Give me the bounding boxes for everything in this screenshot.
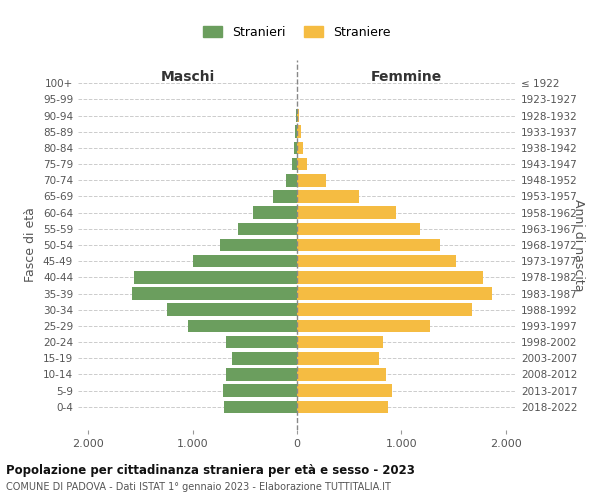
Bar	[297, 304, 472, 316]
Bar	[297, 368, 386, 381]
Y-axis label: Anni di nascita: Anni di nascita	[572, 198, 584, 291]
Bar	[286, 174, 297, 186]
Bar	[297, 142, 303, 154]
Bar	[167, 304, 297, 316]
Bar	[297, 158, 307, 170]
Bar	[193, 255, 297, 268]
Bar	[223, 384, 297, 397]
Bar	[292, 158, 297, 170]
Bar	[226, 336, 297, 348]
Text: Maschi: Maschi	[160, 70, 215, 85]
Bar	[232, 352, 297, 364]
Bar	[297, 400, 388, 413]
Bar	[132, 287, 297, 300]
Bar	[297, 238, 440, 252]
Bar	[253, 206, 297, 219]
Bar	[297, 287, 492, 300]
Bar	[297, 174, 326, 186]
Bar	[297, 352, 379, 364]
Bar	[297, 255, 455, 268]
Bar	[238, 222, 297, 235]
Bar	[226, 368, 297, 381]
Bar	[295, 126, 297, 138]
Bar	[187, 320, 297, 332]
Legend: Stranieri, Straniere: Stranieri, Straniere	[200, 22, 394, 42]
Text: Popolazione per cittadinanza straniera per età e sesso - 2023: Popolazione per cittadinanza straniera p…	[6, 464, 415, 477]
Bar	[273, 190, 297, 203]
Bar	[297, 190, 359, 203]
Bar	[297, 320, 430, 332]
Bar	[297, 206, 396, 219]
Bar	[297, 109, 299, 122]
Bar	[297, 384, 392, 397]
Y-axis label: Fasce di età: Fasce di età	[25, 208, 37, 282]
Bar	[297, 336, 383, 348]
Bar	[294, 142, 297, 154]
Text: COMUNE DI PADOVA - Dati ISTAT 1° gennaio 2023 - Elaborazione TUTTITALIA.IT: COMUNE DI PADOVA - Dati ISTAT 1° gennaio…	[6, 482, 391, 492]
Bar	[297, 126, 301, 138]
Text: Femmine: Femmine	[371, 70, 442, 85]
Bar	[220, 238, 297, 252]
Bar	[224, 400, 297, 413]
Bar	[297, 222, 420, 235]
Bar	[297, 271, 482, 283]
Bar	[134, 271, 297, 283]
Bar	[296, 109, 297, 122]
